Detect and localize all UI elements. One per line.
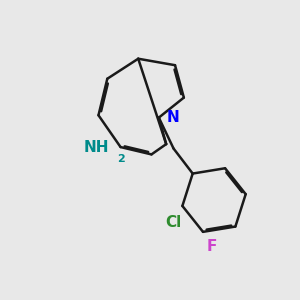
Text: F: F — [207, 239, 217, 254]
Text: N: N — [166, 110, 179, 125]
Text: NH: NH — [84, 140, 110, 154]
Text: Cl: Cl — [165, 215, 182, 230]
Text: 2: 2 — [118, 154, 125, 164]
